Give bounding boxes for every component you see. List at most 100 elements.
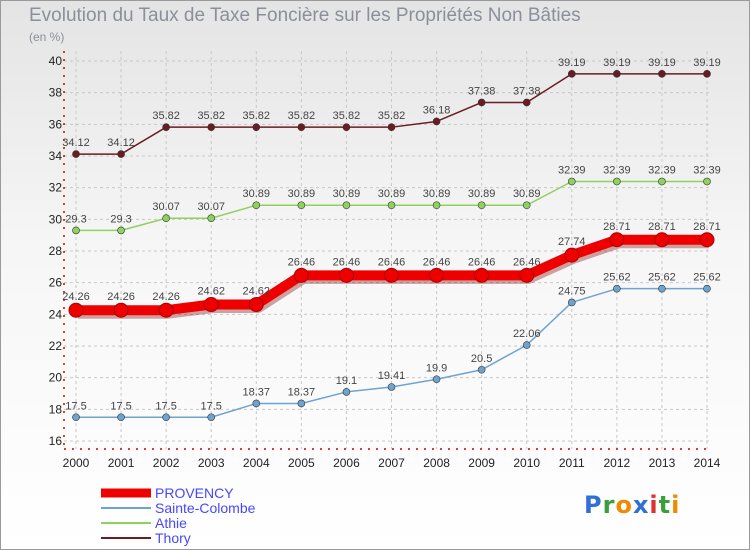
x-tick-label: 2009	[468, 456, 495, 470]
data-point-thory	[297, 123, 306, 131]
data-label-sainte-colombe: 17.5	[110, 400, 131, 412]
data-label-athie: 29.3	[65, 213, 86, 225]
data-label-athie: 30.89	[378, 188, 406, 200]
x-tick-label: 2005	[288, 456, 315, 470]
data-label-provency: 28.71	[648, 221, 676, 233]
data-point-athie	[342, 201, 351, 210]
y-tick-label: 34	[49, 149, 63, 163]
x-tick-label: 2000	[63, 456, 90, 470]
x-tick-label: 2010	[513, 456, 540, 470]
data-point-athie	[162, 214, 170, 223]
x-tick-label: 2008	[423, 456, 450, 470]
data-point-provency	[564, 247, 580, 263]
logo-letter: P	[584, 491, 603, 519]
data-point-athie	[658, 177, 666, 186]
data-point-sainte-colombe	[477, 365, 486, 374]
data-label-sainte-colombe: 19.41	[378, 370, 406, 382]
data-label-provency: 26.46	[468, 256, 496, 268]
data-point-thory	[342, 123, 351, 131]
data-point-sainte-colombe	[342, 388, 351, 396]
y-tick-label: 38	[49, 86, 63, 100]
data-label-sainte-colombe: 19.9	[426, 362, 447, 374]
x-tick-label: 2007	[378, 456, 405, 470]
y-unit-label: (en %)	[29, 30, 65, 44]
data-point-thory	[162, 123, 170, 131]
data-label-athie: 32.39	[603, 164, 631, 176]
x-tick-label: 2004	[243, 456, 270, 470]
data-label-thory: 35.82	[243, 110, 271, 122]
data-label-provency: 26.46	[333, 256, 361, 268]
y-tick-label: 26	[49, 276, 63, 290]
data-point-provency	[158, 302, 174, 318]
x-tick-label: 2002	[153, 456, 180, 470]
logo-letter: o	[615, 491, 633, 519]
y-tick-label: 30	[49, 212, 63, 226]
data-label-provency: 24.26	[62, 291, 90, 303]
data-label-athie: 30.89	[288, 188, 316, 200]
data-point-thory	[703, 70, 711, 78]
chart-title: Evolution du Taux de Taxe Foncière sur l…	[29, 5, 581, 26]
x-tick-label: 2006	[333, 456, 360, 470]
data-label-provency: 26.46	[288, 256, 316, 268]
axes: 16 18 20 22 24 26 28 30 32 34 36 38 40 2000 2001 2002 20…	[49, 51, 721, 470]
y-tick-label: 16	[49, 434, 63, 448]
data-label-athie: 30.89	[513, 188, 541, 200]
proxiti-logo: Proxiti	[584, 491, 680, 519]
data-label-thory: 37.38	[468, 85, 496, 97]
data-point-provency	[293, 267, 309, 283]
data-label-thory: 35.82	[333, 110, 361, 122]
data-point-athie	[703, 177, 711, 186]
data-label-athie: 32.39	[558, 164, 586, 176]
data-point-sainte-colombe	[567, 298, 576, 307]
y-tick-label: 24	[49, 307, 63, 321]
data-label-sainte-colombe: 25.62	[648, 272, 676, 284]
data-point-athie	[252, 201, 261, 210]
data-label-sainte-colombe: 22.06	[513, 328, 541, 340]
data-point-provency	[68, 302, 84, 318]
data-label-sainte-colombe: 18.37	[288, 386, 316, 398]
data-label-thory: 39.19	[603, 57, 631, 69]
legend-label-athie: Athie	[155, 515, 187, 531]
data-point-sainte-colombe	[432, 375, 441, 384]
data-label-athie: 30.89	[243, 188, 271, 200]
data-label-sainte-colombe: 25.62	[603, 272, 631, 284]
data-point-thory	[567, 70, 576, 78]
data-point-sainte-colombe	[613, 284, 621, 293]
data-point-athie	[117, 226, 125, 235]
data-label-sainte-colombe: 20.5	[471, 353, 492, 365]
data-point-sainte-colombe	[207, 413, 216, 422]
data-point-thory	[72, 150, 80, 158]
data-label-athie: 32.39	[693, 164, 721, 176]
data-point-athie	[613, 177, 621, 186]
data-label-athie: 30.89	[468, 188, 496, 200]
data-point-provency	[519, 267, 535, 283]
data-point-athie	[522, 201, 531, 210]
data-point-athie	[207, 214, 216, 223]
data-label-provency: 26.46	[423, 256, 451, 268]
data-point-provency	[203, 297, 219, 313]
data-label-thory: 35.82	[378, 110, 406, 122]
logo-letter: i	[671, 491, 681, 519]
y-tick-label: 18	[49, 402, 63, 416]
x-tick-label: 2001	[108, 456, 135, 470]
data-label-thory: 37.38	[513, 85, 541, 97]
y-tick-label: 32	[49, 181, 63, 195]
data-label-provency: 28.71	[603, 221, 631, 233]
data-point-sainte-colombe	[658, 284, 666, 293]
data-point-athie	[567, 177, 576, 186]
data-label-thory: 39.19	[693, 57, 721, 69]
data-label-thory: 35.82	[288, 110, 316, 122]
data-label-sainte-colombe: 24.75	[558, 285, 586, 297]
data-point-thory	[432, 117, 441, 126]
data-point-thory	[117, 150, 125, 158]
data-label-sainte-colombe: 25.62	[693, 272, 721, 284]
data-point-provency	[113, 302, 129, 318]
data-point-provency	[609, 232, 625, 248]
logo-letter: x	[632, 491, 650, 519]
data-label-provency: 24.26	[152, 291, 180, 303]
data-point-athie	[477, 201, 486, 210]
data-point-sainte-colombe	[522, 341, 531, 349]
data-point-sainte-colombe	[117, 413, 125, 422]
data-label-provency: 24.62	[243, 286, 271, 298]
